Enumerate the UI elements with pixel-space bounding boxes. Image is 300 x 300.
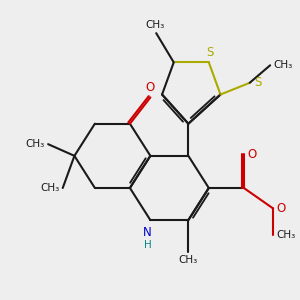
- Text: O: O: [277, 202, 286, 215]
- Text: S: S: [254, 76, 261, 89]
- Text: CH₃: CH₃: [26, 139, 45, 149]
- Text: CH₃: CH₃: [277, 230, 296, 240]
- Text: CH₃: CH₃: [40, 183, 59, 193]
- Text: CH₃: CH₃: [274, 60, 293, 70]
- Text: N: N: [143, 226, 152, 239]
- Text: H: H: [144, 240, 151, 250]
- Text: CH₃: CH₃: [145, 20, 164, 30]
- Text: S: S: [207, 46, 214, 59]
- Text: CH₃: CH₃: [179, 255, 198, 265]
- Text: O: O: [248, 148, 256, 161]
- Text: O: O: [146, 81, 155, 94]
